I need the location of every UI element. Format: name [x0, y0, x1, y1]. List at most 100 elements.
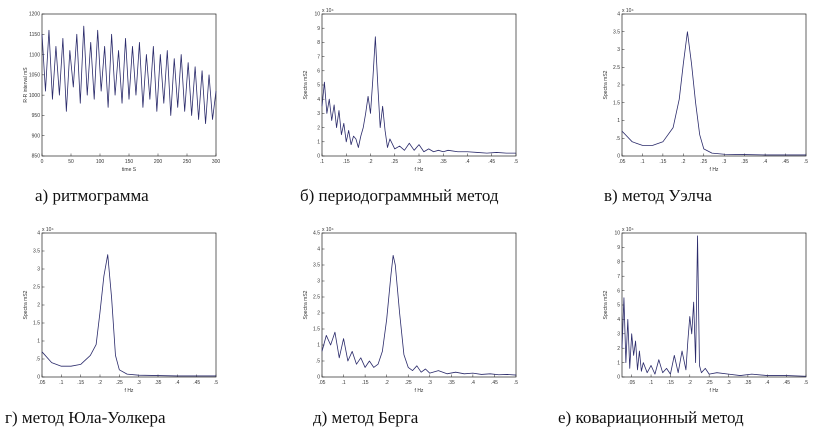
- x-tick-label: 100: [96, 159, 105, 165]
- y-tick-label: 0: [37, 375, 40, 381]
- x-tick-label: .1: [649, 380, 653, 386]
- y-tick-label: 2: [317, 311, 320, 317]
- axis-exponent: x 10⁴: [42, 227, 54, 233]
- x-tick-label: .1: [320, 159, 324, 165]
- y-tick-label: .5: [316, 359, 320, 365]
- chart-svg: .05 .1 .15 .2 .25 .3 .35 .4 .45 .5 0 1 2 3 4 5 6 7 8 9 10 f H…: [603, 227, 808, 394]
- y-tick-label: 1000: [29, 93, 40, 99]
- y-tick-label: 900: [32, 133, 41, 139]
- x-tick-label: .15: [362, 380, 369, 386]
- y-tick-label: 1: [317, 343, 320, 349]
- series-line: [321, 254, 517, 376]
- x-tick-label: 250: [183, 159, 192, 165]
- x-tick-label: .3: [722, 159, 726, 165]
- y-tick-label: 0: [317, 375, 320, 381]
- caption-a: а) ритмограмма: [35, 186, 149, 205]
- y-tick-label: 9: [317, 26, 320, 32]
- y-tick-label: 4: [317, 247, 320, 253]
- plot-frame: [41, 232, 217, 378]
- axis-exponent: x 10⁴: [622, 8, 634, 14]
- chart-panel-burg: .05 .1 .15 .2 .25 .3 .35 .4 .45 .5 0 .5 1 1.5 2 2.5 3 3.5…: [300, 225, 520, 395]
- y-tick-label: 3: [37, 267, 40, 273]
- x-tick-label: .4: [175, 380, 179, 386]
- x-tick-label: .3: [417, 159, 421, 165]
- y-tick-label: 1: [37, 339, 40, 345]
- y-tick-label: 3: [617, 332, 620, 338]
- x-tick-label: 300: [212, 159, 221, 165]
- axis-exponent: x 10⁴: [622, 227, 634, 233]
- chart-svg: .05 .1 .15 .2 .25 .3 .35 .4 .45 .5 0 .5 1 1.5 2 2.5 3 3.5…: [303, 227, 518, 394]
- y-axis-label: Spectra mS2: [303, 70, 309, 99]
- plot-frame: [621, 232, 807, 378]
- y-axis-label: Spectra mS2: [23, 290, 29, 319]
- y-tick-label: 3.5: [33, 249, 40, 255]
- y-tick-label: 3: [317, 279, 320, 285]
- chart-svg: .05 .1 .15 .2 .25 .3 .35 .4 .45 .5 0 .5 1 1.5 2 2.5 3 3.5…: [23, 227, 218, 394]
- x-tick-label: .05: [39, 380, 46, 386]
- series-line: [41, 254, 216, 377]
- x-tick-label: .3: [726, 380, 730, 386]
- x-tick-label: .45: [193, 380, 200, 386]
- x-tick-label: .2: [681, 159, 685, 165]
- x-tick-label: .4: [763, 159, 767, 165]
- series-line: [621, 31, 806, 156]
- plot-frame: [321, 232, 517, 378]
- y-tick-label: 1150: [29, 32, 40, 38]
- y-tick-label: 1.5: [313, 327, 320, 333]
- y-tick-label: 3: [317, 111, 320, 117]
- y-tick-label: 4: [37, 231, 40, 237]
- x-tick-label: .5: [514, 380, 518, 386]
- x-tick-label: .5: [214, 380, 218, 386]
- y-tick-label: 3.5: [613, 29, 620, 35]
- x-tick-label: .15: [667, 380, 674, 386]
- y-tick-label: 3.5: [313, 263, 320, 269]
- y-tick-label: 2: [317, 125, 320, 131]
- y-tick-label: 0: [617, 154, 620, 160]
- x-tick-label: .3: [428, 380, 432, 386]
- y-tick-label: 8: [617, 260, 620, 266]
- caption-d: г) метод Юла-Уолкера: [5, 408, 166, 427]
- y-tick-label: 7: [317, 54, 320, 60]
- y-tick-label: 1200: [29, 12, 40, 18]
- y-tick-label: 6: [617, 288, 620, 294]
- x-tick-label: .5: [804, 380, 808, 386]
- chart-svg: 0 50 100 150 200 250 300 850 900 950 1000 1050 1100 1…: [23, 12, 221, 173]
- x-axis-label: f Hz: [415, 388, 424, 394]
- x-tick-label: .1: [640, 159, 644, 165]
- x-tick-label: 0: [41, 159, 44, 165]
- x-tick-label: .2: [385, 380, 389, 386]
- x-tick-label: 50: [68, 159, 74, 165]
- y-tick-label: 3: [617, 47, 620, 53]
- y-tick-label: 2: [37, 303, 40, 309]
- y-tick-label: 0: [317, 154, 320, 160]
- plot-frame: [621, 13, 807, 157]
- x-tick-label: .45: [488, 159, 495, 165]
- x-tick-label: 200: [154, 159, 163, 165]
- x-tick-label: .1: [59, 380, 63, 386]
- chart-panel-rhythmogram: 0 50 100 150 200 250 300 850 900 950 1000 1050 1100 1…: [20, 6, 220, 174]
- y-tick-label: 5: [317, 83, 320, 89]
- chart-panel-yule-walker: .05 .1 .15 .2 .25 .3 .35 .4 .45 .5 0 .5 1 1.5 2 2.5 3 3.5…: [20, 225, 220, 395]
- caption-e: д) метод Берга: [313, 408, 419, 427]
- chart-panel-periodogram: .1 .15 .2 .25 .3 .35 .4 .45 .5 0 1 2 3 4 5 6 7 8 9 10 f Hz Sp…: [300, 6, 520, 174]
- x-tick-label: .25: [116, 380, 123, 386]
- y-tick-label: 10: [314, 12, 320, 18]
- x-tick-label: .45: [491, 380, 498, 386]
- x-tick-label: .2: [368, 159, 372, 165]
- x-tick-label: .15: [343, 159, 350, 165]
- x-tick-label: .25: [405, 380, 412, 386]
- y-tick-label: 2.5: [313, 295, 320, 301]
- axis-exponent: x 10⁴: [322, 227, 334, 233]
- y-tick-label: .5: [616, 136, 620, 142]
- x-axis-label: f Hz: [710, 167, 719, 173]
- x-tick-label: .4: [765, 380, 769, 386]
- x-tick-label: .15: [77, 380, 84, 386]
- x-axis-label: f Hz: [710, 388, 719, 394]
- x-tick-label: .35: [440, 159, 447, 165]
- y-tick-label: 0: [617, 375, 620, 381]
- y-tick-label: 6: [317, 69, 320, 75]
- x-tick-label: 150: [125, 159, 134, 165]
- x-axis-label: time S: [122, 167, 137, 173]
- x-axis-label: f Hz: [415, 167, 424, 173]
- axis-exponent: x 10⁴: [322, 8, 334, 14]
